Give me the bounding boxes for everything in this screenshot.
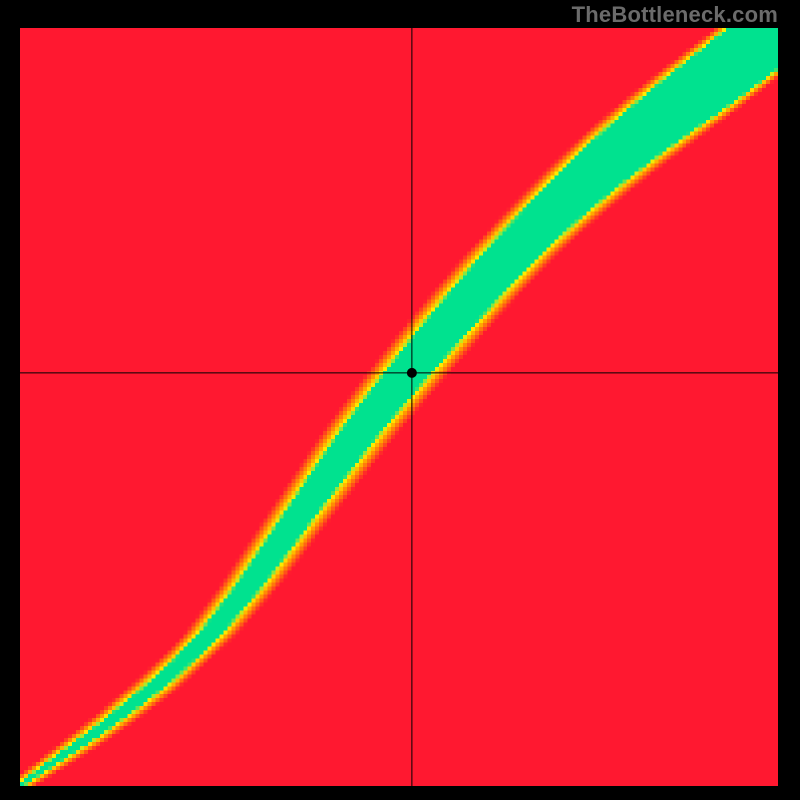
crosshair-overlay [20,28,778,786]
crosshair-dot [407,368,417,378]
chart-container: { "watermark": { "text": "TheBottleneck.… [0,0,800,800]
watermark-text: TheBottleneck.com [572,2,778,28]
